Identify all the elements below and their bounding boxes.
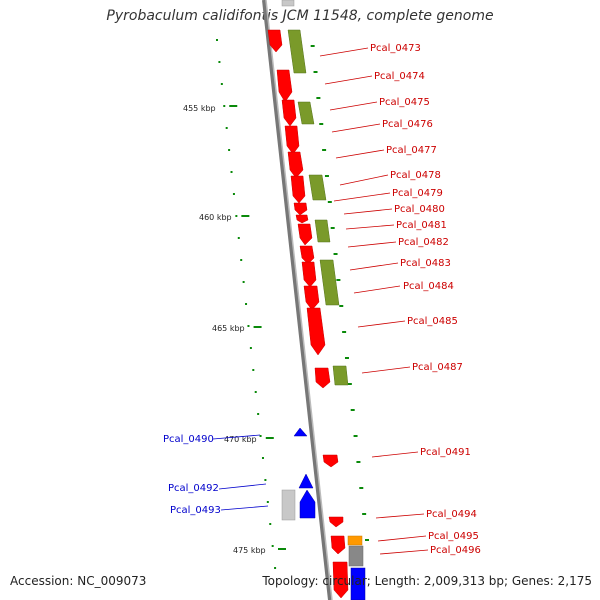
gene-label[interactable]: Pcal_0476 xyxy=(382,119,433,130)
gene-feature xyxy=(281,99,297,127)
gene-label[interactable]: Pcal_0477 xyxy=(386,145,437,156)
gene-label[interactable]: Pcal_0481 xyxy=(396,220,447,231)
gene-feature xyxy=(332,561,349,599)
gene-label[interactable]: Pcal_0487 xyxy=(412,362,463,373)
gene-feature xyxy=(293,427,308,437)
gene-feature xyxy=(328,516,344,528)
gene-label[interactable]: Pcal_0480 xyxy=(394,204,445,215)
gene-label[interactable]: Pcal_0492 xyxy=(168,483,219,494)
gene-feature xyxy=(267,29,283,53)
gene-label[interactable]: Pcal_0491 xyxy=(420,447,471,458)
gene-feature xyxy=(303,285,320,311)
gene-feature xyxy=(281,489,296,521)
gene-label[interactable]: Pcal_0482 xyxy=(398,237,449,248)
gray-features xyxy=(281,0,296,521)
scale-label: 465 kbp xyxy=(212,324,245,333)
gene-label[interactable]: Pcal_0490 xyxy=(163,434,214,445)
gene-label[interactable]: Pcal_0493 xyxy=(170,505,221,516)
gene-feature xyxy=(301,261,317,288)
gene-label[interactable]: Pcal_0496 xyxy=(430,545,481,556)
gene-feature xyxy=(297,223,313,246)
gene-feature xyxy=(299,245,315,265)
gene-feature xyxy=(297,101,315,125)
scale-label: 460 kbp xyxy=(199,213,232,222)
gene-feature xyxy=(347,535,363,546)
gene-feature xyxy=(319,259,340,306)
gene-feature xyxy=(290,175,306,204)
gene-feature xyxy=(287,151,304,179)
gene-label[interactable]: Pcal_0484 xyxy=(403,281,454,292)
gene-label[interactable]: Pcal_0485 xyxy=(407,316,458,327)
map-title: Pyrobaculum calidifontis JCM 11548, comp… xyxy=(106,8,494,24)
left-gene-labels: Pcal_0490 Pcal_0492 Pcal_0493 xyxy=(163,434,221,516)
gene-feature xyxy=(284,125,300,155)
scale-labels: 455 kbp 460 kbp 465 kbp 470 kbp 475 kbp xyxy=(183,104,266,555)
gene-feature xyxy=(299,489,316,519)
right-leaders xyxy=(319,47,429,555)
gene-label[interactable]: Pcal_0474 xyxy=(374,71,425,82)
accession-text: Accession: NC_009073 xyxy=(10,574,147,588)
gene-feature xyxy=(308,174,327,201)
gene-label[interactable]: Pcal_0483 xyxy=(400,258,451,269)
gene-label[interactable]: Pcal_0495 xyxy=(428,531,479,542)
gene-label[interactable]: Pcal_0478 xyxy=(390,170,441,181)
gene-feature xyxy=(322,454,339,468)
gene-feature xyxy=(293,202,308,216)
reverse-genes xyxy=(293,427,366,600)
gene-label[interactable]: Pcal_0479 xyxy=(392,188,443,199)
gene-feature xyxy=(350,567,366,600)
gene-feature xyxy=(314,219,331,243)
green-features xyxy=(287,29,349,386)
gene-feature xyxy=(298,473,314,489)
gene-feature xyxy=(295,214,309,224)
gene-feature xyxy=(306,307,326,356)
gene-feature xyxy=(281,0,295,7)
gene-label[interactable]: Pcal_0475 xyxy=(379,97,430,108)
right-gene-labels: Pcal_0473 Pcal_0474 Pcal_0475 Pcal_0476 … xyxy=(370,43,481,556)
scale-label: 470 kbp xyxy=(224,435,257,444)
gene-feature xyxy=(348,545,364,567)
gene-feature xyxy=(314,367,331,389)
gene-feature xyxy=(332,365,349,386)
genome-backbone xyxy=(262,0,332,600)
scale-label: 475 kbp xyxy=(233,546,266,555)
gene-label[interactable]: Pcal_0494 xyxy=(426,509,477,520)
tick-marks xyxy=(216,39,369,569)
gene-feature xyxy=(276,69,293,103)
left-leaders xyxy=(212,434,269,511)
genome-summary: Topology: circular; Length: 2,009,313 bp… xyxy=(262,574,592,588)
gene-label[interactable]: Pcal_0473 xyxy=(370,43,421,54)
forward-genes xyxy=(267,29,349,599)
scale-label: 455 kbp xyxy=(183,104,216,113)
gene-feature xyxy=(330,535,346,555)
gene-feature xyxy=(287,29,307,74)
